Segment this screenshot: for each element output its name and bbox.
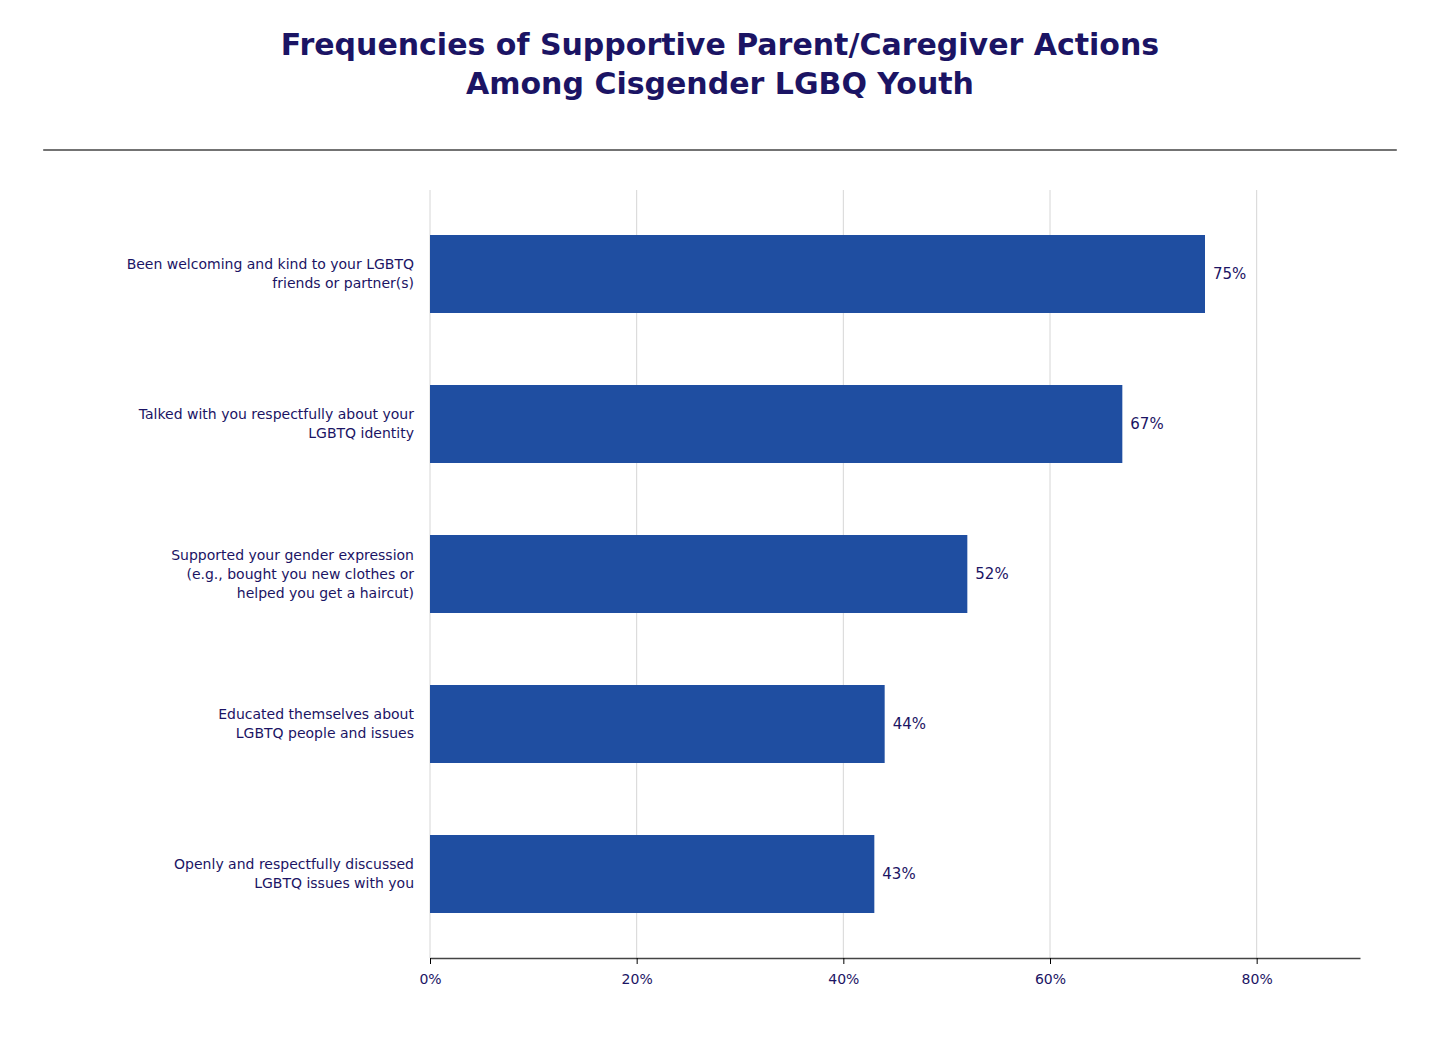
bar xyxy=(430,535,967,613)
grid xyxy=(430,190,1257,958)
x-tick-label: 0% xyxy=(419,971,441,987)
category-label: Openly and respectfully discussedLGBTQ i… xyxy=(174,856,414,891)
data-label: 67% xyxy=(1130,415,1163,433)
data-labels: 75% 67% 52% 44% 43% xyxy=(882,265,1246,883)
x-tick-label: 80% xyxy=(1242,971,1273,987)
x-tick-mark xyxy=(1257,958,1258,964)
category-label: Educated themselves aboutLGBTQ people an… xyxy=(218,706,414,741)
x-tick-mark xyxy=(430,958,431,964)
x-axis-line xyxy=(431,958,1361,960)
x-tick-label: 40% xyxy=(828,971,859,987)
category-label: Talked with you respectfully about yourL… xyxy=(138,406,415,441)
category-label: Supported your gender expression(e.g., b… xyxy=(171,547,414,601)
bar xyxy=(430,235,1205,313)
x-tick-mark xyxy=(1050,958,1051,964)
chart: Frequencies of Supportive Parent/Caregiv… xyxy=(0,0,1440,1038)
separator xyxy=(43,149,1397,151)
plot: 75% 67% 52% 44% 43% 0% 20% 40% 60% 80% xyxy=(419,190,1360,987)
x-tick: 0% xyxy=(419,958,441,987)
bars xyxy=(430,235,1205,913)
x-tick: 40% xyxy=(828,958,859,987)
title: Frequencies of Supportive Parent/Caregiv… xyxy=(281,27,1159,101)
bar xyxy=(430,385,1122,463)
x-tick: 80% xyxy=(1242,958,1273,987)
x-axis: 0% 20% 40% 60% 80% xyxy=(419,958,1360,987)
x-tick-label: 20% xyxy=(622,971,653,987)
x-tick: 60% xyxy=(1035,958,1066,987)
data-label: 75% xyxy=(1213,265,1246,283)
data-label: 43% xyxy=(882,865,915,883)
bar xyxy=(430,835,874,913)
x-tick-label: 60% xyxy=(1035,971,1066,987)
x-tick-mark xyxy=(637,958,638,964)
data-label: 52% xyxy=(975,565,1008,583)
category-label: Been welcoming and kind to your LGBTQfri… xyxy=(127,256,414,291)
x-tick: 20% xyxy=(622,958,653,987)
category-labels: Been welcoming and kind to your LGBTQfri… xyxy=(127,256,415,891)
data-label: 44% xyxy=(893,715,926,733)
grid-line xyxy=(1256,190,1257,958)
x-tick-mark xyxy=(843,958,844,964)
bar xyxy=(430,685,885,763)
